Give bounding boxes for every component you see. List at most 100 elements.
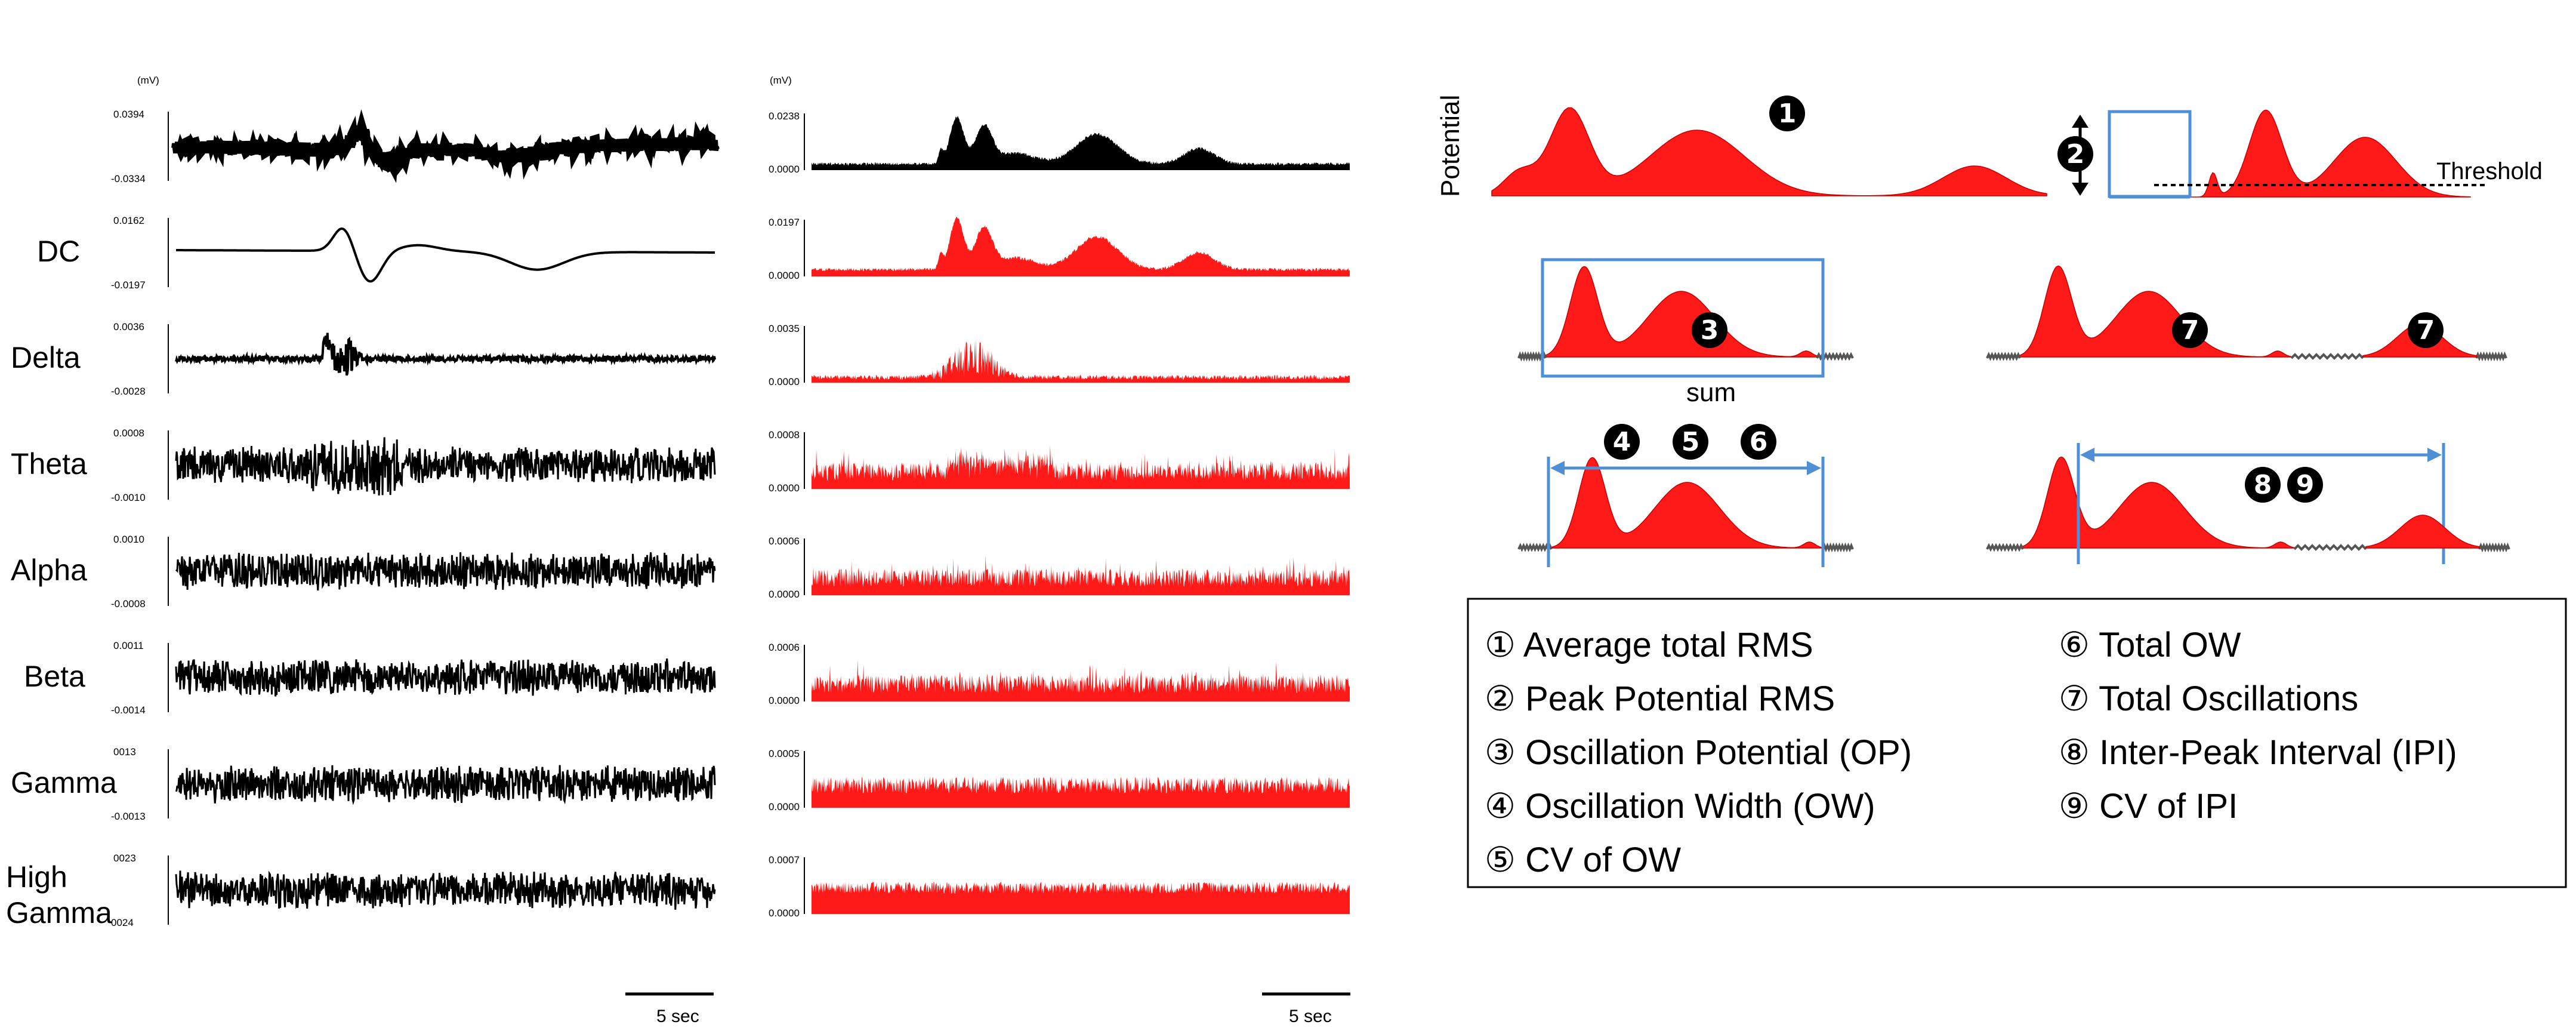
band-label: Beta bbox=[24, 660, 85, 693]
panel-b-row: 0.0006 0.0000 bbox=[769, 642, 1350, 706]
band-label: Gamma bbox=[6, 896, 112, 930]
y-tick-bottom: 0.0000 bbox=[769, 164, 800, 175]
y-tick-bottom: -0.0028 bbox=[111, 386, 146, 397]
panel-a-raw-traces: (mV) 0.0394 -0.0334 DC 0.0162 -0.0197 Delta 0.… bbox=[6, 75, 720, 930]
baseline-segment bbox=[1822, 542, 1854, 553]
legend-item-9: ⑨ CV of IPI bbox=[2059, 787, 2238, 826]
panel-a-row: 0.0394 -0.0334 bbox=[111, 109, 720, 184]
legend-item-3: ③ Oscillation Potential (OP) bbox=[1485, 733, 1912, 772]
marker-number: 5 bbox=[1682, 427, 1700, 457]
baseline-segment bbox=[1986, 543, 2024, 552]
rms-waveform bbox=[1491, 107, 2047, 196]
waveform-peak-potential bbox=[2072, 109, 2488, 199]
baseline-segment bbox=[2478, 542, 2510, 553]
y-tick-bottom: 0024 bbox=[111, 917, 134, 928]
metrics-legend: ① Average total RMS ② Peak Potential RMS… bbox=[1467, 598, 2567, 888]
band-label: Delta bbox=[11, 341, 81, 374]
marker-7b: 7 bbox=[2408, 312, 2444, 348]
y-tick-top: 0.0005 bbox=[769, 748, 800, 759]
marker-circle bbox=[1692, 312, 1727, 348]
y-tick-top: 0023 bbox=[113, 853, 136, 864]
y-tick-bottom: 0.0000 bbox=[769, 907, 800, 919]
potential-axis-label: Potential bbox=[1436, 95, 1465, 197]
y-tick-bottom: -0.0008 bbox=[111, 598, 146, 610]
panel-b-row: 0.0007 0.0000 bbox=[769, 854, 1350, 919]
rms-envelope bbox=[812, 445, 1350, 489]
marker-number: 8 bbox=[2254, 470, 2272, 500]
y-tick-top: 0.0008 bbox=[769, 429, 800, 441]
signal-trace bbox=[175, 333, 716, 376]
panel-a-row: Alpha 0.0010 -0.0008 bbox=[11, 534, 716, 610]
y-tick-top: 0013 bbox=[113, 746, 136, 758]
rms-waveform bbox=[2019, 456, 2295, 549]
panel-b-row: 0.0006 0.0000 bbox=[769, 535, 1350, 600]
band-label: Alpha bbox=[11, 553, 87, 587]
y-tick-top: 0.0006 bbox=[769, 642, 800, 653]
panel-a-scale-label: 5 sec bbox=[656, 1007, 699, 1026]
band-label: DC bbox=[37, 235, 80, 268]
marker-circle bbox=[1769, 96, 1805, 131]
marker-2: 2 bbox=[2057, 136, 2093, 172]
signal-trace bbox=[175, 552, 716, 591]
panel-b-row: 0.0238 0.0000 bbox=[769, 110, 1350, 175]
rms-envelope bbox=[812, 339, 1350, 383]
panel-a-row: DC 0.0162 -0.0197 bbox=[37, 215, 715, 291]
y-tick-top: 0.0008 bbox=[113, 427, 144, 439]
panel-b-row: 0.0005 0.0000 bbox=[769, 748, 1350, 813]
band-label: Theta bbox=[11, 447, 87, 481]
oscillation-sum-box bbox=[1541, 258, 1825, 378]
marker-number: 7 bbox=[2417, 315, 2435, 346]
panel-a-row: Gamma 0013 -0.0013 bbox=[11, 746, 716, 822]
signal-trace bbox=[175, 437, 716, 496]
y-tick-bottom: -0.0010 bbox=[111, 492, 146, 503]
signal-trace bbox=[175, 870, 716, 910]
y-tick-bottom: -0.0013 bbox=[111, 811, 146, 822]
y-tick-bottom: 0.0000 bbox=[769, 695, 800, 706]
rms-envelope bbox=[812, 216, 1350, 276]
legend-item-2: ② Peak Potential RMS bbox=[1485, 679, 1835, 718]
marker-number: 6 bbox=[1750, 427, 1768, 457]
legend-item-6: ⑥ Total OW bbox=[2059, 626, 2241, 664]
y-tick-top: 0.0162 bbox=[113, 215, 144, 226]
threshold-label: Threshold bbox=[2436, 158, 2543, 184]
rms-waveform bbox=[2016, 265, 2292, 358]
marker-5: 5 bbox=[1673, 424, 1708, 460]
marker-number: 9 bbox=[2296, 470, 2315, 500]
rms-envelope bbox=[812, 777, 1350, 808]
baseline-segment bbox=[2290, 353, 2364, 360]
legend-item-1: ① Average total RMS bbox=[1485, 626, 1813, 664]
baseline-segment bbox=[1986, 352, 2021, 361]
rms-waveform bbox=[2365, 515, 2480, 549]
marker-1: 1 bbox=[1769, 96, 1805, 131]
marker-number: 1 bbox=[1778, 99, 1797, 129]
panel-a-unit: (mV) bbox=[137, 75, 159, 86]
legend-item-8: ⑧ Inter-Peak Interval (IPI) bbox=[2059, 733, 2457, 772]
panel-a-row: Theta 0.0008 -0.0010 bbox=[11, 427, 716, 503]
y-tick-bottom: 0.0000 bbox=[769, 482, 800, 494]
marker-6: 6 bbox=[1741, 424, 1776, 460]
waveform-inter-peak-interval-2 bbox=[2365, 515, 2480, 549]
baseline-segment bbox=[2293, 544, 2367, 551]
marker-8: 8 bbox=[2245, 467, 2281, 503]
y-tick-top: 0.0394 bbox=[113, 109, 144, 120]
waveform-oscillation-width bbox=[1517, 457, 1854, 567]
band-label: Gamma bbox=[11, 766, 117, 799]
marker-4: 4 bbox=[1604, 424, 1640, 460]
sum-label: sum bbox=[1686, 378, 1736, 407]
rms-envelope bbox=[812, 660, 1350, 701]
marker-circle bbox=[1673, 424, 1708, 460]
panel-a-row: Beta 0.0011 -0.0014 bbox=[24, 640, 716, 716]
y-tick-bottom: -0.0014 bbox=[111, 704, 146, 716]
y-tick-top: 0.0007 bbox=[769, 854, 800, 866]
marker-circle bbox=[2057, 136, 2093, 172]
legend-item-4: ④ Oscillation Width (OW) bbox=[1485, 787, 1875, 826]
y-tick-top: 0.0011 bbox=[113, 640, 144, 651]
y-tick-bottom: -0.0334 bbox=[111, 173, 146, 184]
panel-a-row: Delta 0.0036 -0.0028 bbox=[11, 321, 716, 397]
y-tick-top: 0.0238 bbox=[769, 110, 800, 122]
rms-waveform bbox=[2178, 109, 2471, 198]
signal-trace bbox=[175, 765, 716, 805]
y-tick-bottom: 0.0000 bbox=[769, 376, 800, 387]
marker-circle bbox=[2245, 467, 2281, 503]
